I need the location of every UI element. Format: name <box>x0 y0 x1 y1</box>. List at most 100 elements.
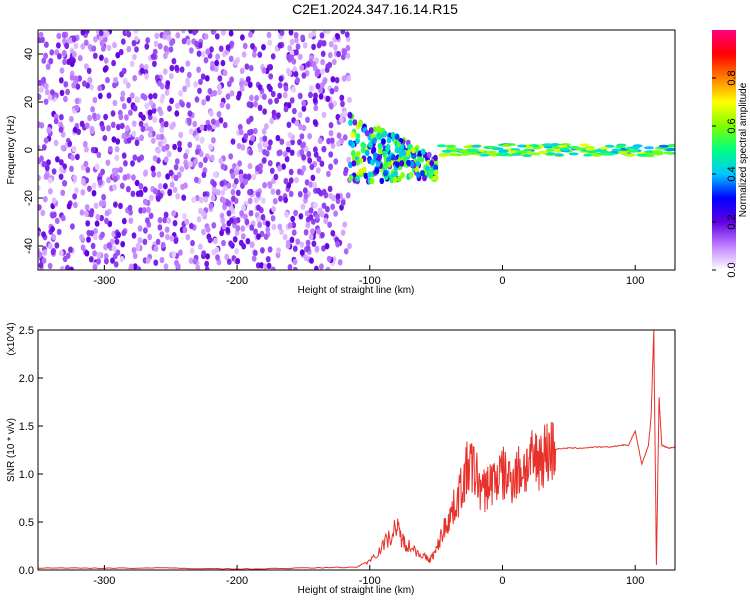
x-tick-label: 100 <box>626 275 644 287</box>
spectrogram-cell <box>80 43 86 50</box>
spectrogram-cell <box>233 178 239 185</box>
spectrogram-cell <box>557 144 568 148</box>
spectrogram-cell <box>235 258 241 265</box>
spectrogram-cell <box>538 150 549 154</box>
spectrogram-cell <box>373 152 378 159</box>
spectrogram-cell <box>248 210 254 217</box>
spectrogram-cell <box>312 119 318 126</box>
spectrogram-cell <box>568 152 579 156</box>
spectrogram-cell <box>100 168 105 175</box>
spectrogram-cell <box>126 45 132 53</box>
spectrogram-cell <box>56 42 61 49</box>
spectrogram-cell <box>112 252 118 260</box>
spectrogram-cell <box>163 121 169 128</box>
spectrogram-cell <box>350 150 356 157</box>
spectrogram-cell <box>132 252 138 260</box>
spectrogram-cell <box>214 120 220 127</box>
spectrogram-cell <box>153 40 159 47</box>
spectrogram-cell <box>299 64 305 71</box>
spectrogram-cell <box>249 94 254 102</box>
spectrogram-cell <box>175 263 181 270</box>
spectrogram-cell <box>84 250 90 257</box>
spectrogram-cell <box>51 168 57 175</box>
spectrogram-cell <box>215 189 221 196</box>
spectrogram-cell <box>261 197 266 204</box>
spectrogram-cell <box>267 39 273 46</box>
spectrogram-cell <box>305 239 311 246</box>
spectrogram-cell <box>348 175 354 182</box>
spectrogram-cell <box>195 264 201 270</box>
spectrogram-cell <box>185 234 191 241</box>
spectrogram-cell <box>335 193 341 200</box>
spectrogram-cell <box>87 76 92 84</box>
spectrogram-cell <box>326 138 331 145</box>
spectrogram-cell <box>299 133 305 140</box>
spectrogram-cell <box>208 143 214 151</box>
spectrogram-cell <box>110 110 116 117</box>
spectrogram-cell <box>198 161 204 168</box>
spectrogram-cell <box>203 196 209 203</box>
spectrogram-cell <box>199 124 205 131</box>
spectrogram-cell <box>376 132 382 139</box>
spectrogram-cell <box>369 177 375 185</box>
spectrogram-cell <box>429 160 435 167</box>
spectrogram-cell <box>43 52 48 59</box>
spectrogram-cell <box>257 142 263 149</box>
spectrogram-cell <box>231 195 236 202</box>
spectrogram-cell <box>79 120 85 128</box>
spectrogram-cell <box>302 42 308 49</box>
spectrogram-cell <box>151 107 157 114</box>
spectrogram-cell <box>385 145 390 152</box>
spectrogram-cell <box>140 125 146 133</box>
spectrogram-cell <box>46 159 51 166</box>
spectrogram-cell <box>95 213 101 221</box>
spectrogram-cell <box>58 121 63 128</box>
spectrogram-cell <box>222 184 228 192</box>
spectrogram-cell <box>114 146 120 153</box>
spectrogram-cell <box>393 170 399 177</box>
spectrogram-cell <box>199 137 205 144</box>
spectrogram-cell <box>126 137 132 144</box>
spectrogram-cell <box>38 121 41 128</box>
spectrogram-cell <box>169 97 175 105</box>
spectrogram-cell <box>84 30 90 35</box>
spectrogram-cell <box>611 148 622 152</box>
spectrogram-cell <box>301 154 306 161</box>
spectrogram-cell <box>321 111 327 119</box>
spectrogram-cell <box>43 98 49 105</box>
colorbar-gradient <box>712 30 736 270</box>
spectrogram-cell <box>313 151 319 158</box>
spectrogram-cell <box>636 153 647 157</box>
spectrogram-cell <box>293 71 299 78</box>
spectrogram-cell <box>158 109 164 117</box>
spectrogram-cell <box>260 214 266 221</box>
spectrogram-cell <box>225 226 231 234</box>
spectrogram-cell <box>140 93 146 100</box>
spectrogram-cell <box>234 248 240 255</box>
spectrogram-cell <box>327 51 333 59</box>
spectrogram-cell <box>471 144 482 148</box>
spectrogram-cell <box>128 263 134 270</box>
spectrogram-cell <box>228 55 234 62</box>
spectrogram-cell <box>355 133 361 140</box>
spectrogram-cell <box>468 152 478 155</box>
spectrogram-cell <box>194 96 200 103</box>
spectrogram-cell <box>131 247 137 254</box>
y-tick-label: 1.5 <box>19 421 34 433</box>
spectrogram-cell <box>90 127 95 135</box>
colorbar-tick-label: 0.2 <box>726 214 738 229</box>
spectrogram-cell <box>308 233 314 241</box>
spectrogram-cell <box>277 42 283 49</box>
spectrogram-cell <box>181 194 187 201</box>
spectrogram-cell <box>42 196 48 203</box>
spectrogram-cell <box>256 204 261 211</box>
spectrogram-cell <box>343 166 349 174</box>
spectrogram-cell <box>224 253 230 261</box>
spectrogram-cell <box>50 225 55 233</box>
spectrogram-cell <box>106 44 112 51</box>
spectrogram-cell <box>330 203 336 210</box>
colorbar-ticks: 0.0 0.2 0.4 0.6 0.8 <box>712 70 738 278</box>
spectrogram-cell <box>583 153 594 157</box>
spectrogram-cell <box>125 82 131 89</box>
spectrogram-cell <box>328 130 334 137</box>
